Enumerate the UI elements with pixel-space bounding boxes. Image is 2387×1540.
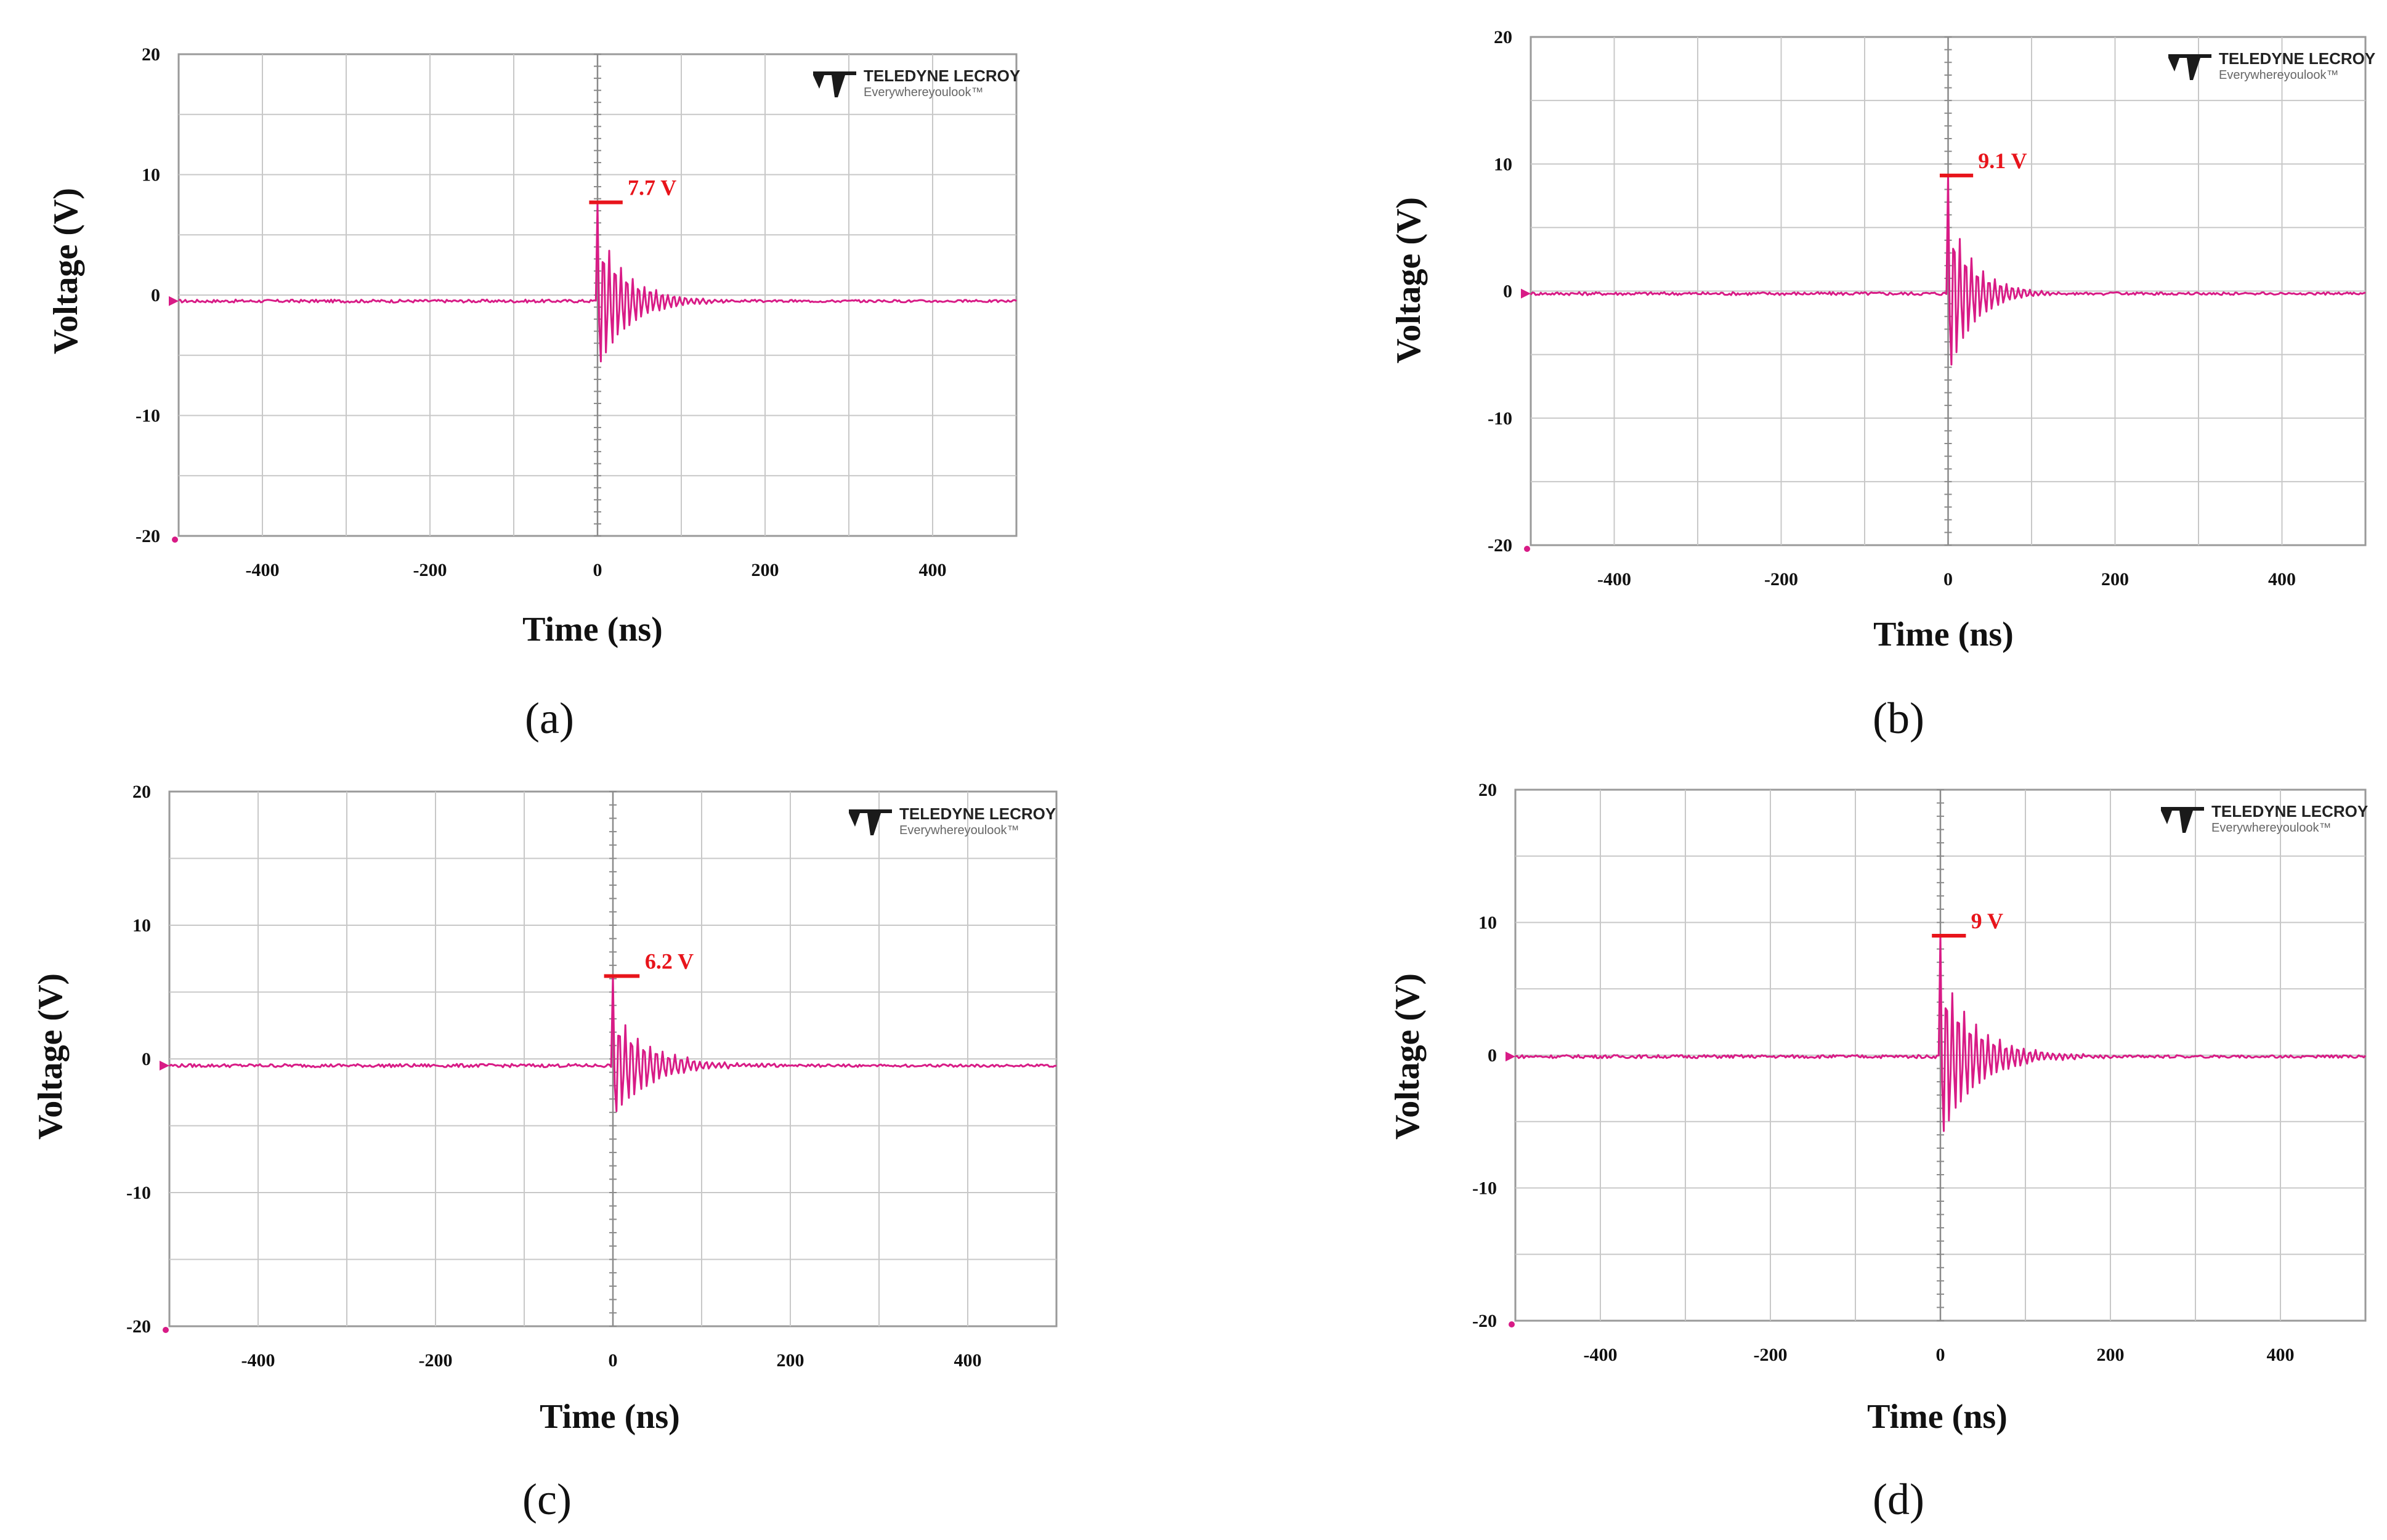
panel-label: (a) [525, 694, 574, 743]
x-tick-label: -200 [419, 1350, 453, 1371]
x-tick-label: 200 [777, 1350, 804, 1371]
panel-label: (d) [1873, 1475, 1924, 1524]
x-tick-label: 0 [1936, 1345, 1945, 1365]
peak-marker-b: 9.1 V [1939, 148, 2027, 177]
y-tick-label: -10 [126, 1183, 151, 1203]
x-tick-label: 200 [2101, 569, 2129, 590]
panel-a: -400 -200 0 200 400 20 10 0 -10 -20 7.7 V TELEDYN… [47, 44, 1020, 743]
peak-value-label: 6.2 V [645, 949, 694, 973]
y-tick-label: 0 [151, 285, 160, 306]
x-axis-label: Time (ns) [1867, 1398, 2008, 1436]
peak-value-label: 9 V [1971, 909, 2003, 933]
lecroy-logo-b: TELEDYNE LECROY Everywhereyoulook™ [2168, 49, 2375, 82]
y-tick-label: 10 [142, 165, 160, 185]
x-tick-label: -200 [1764, 569, 1798, 590]
x-tick-label: -200 [1754, 1345, 1788, 1365]
peak-marker-c: 6.2 V [604, 949, 694, 978]
logo-text: TELEDYNE LECROY [2211, 802, 2368, 821]
lecroy-logo-icon [813, 71, 856, 97]
y-tick-label: -20 [1488, 535, 1512, 556]
lecroy-logo-d: TELEDYNE LECROY Everywhereyoulook™ [2161, 802, 2368, 835]
lecroy-logo-icon [2168, 54, 2211, 80]
x-axis-label: Time (ns) [540, 1398, 680, 1436]
x-tick-label: 0 [609, 1350, 618, 1371]
panel-label: (c) [522, 1475, 572, 1524]
logo-text: TELEDYNE LECROY [2219, 49, 2375, 68]
channel-marker-icon [1521, 288, 1531, 299]
y-tick-label: 0 [142, 1049, 151, 1069]
y-tick-label: -10 [136, 406, 160, 426]
panel-c: -400 -200 0 200 400 20 10 0 -10 -20 6.2 V TELEDYN… [31, 782, 1058, 1524]
lecroy-logo-icon [2161, 807, 2204, 833]
trigger-marker-icon [172, 537, 178, 543]
x-tick-label: 400 [2268, 569, 2296, 590]
x-axis-label: Time (ns) [1873, 615, 2014, 654]
channel-marker-icon [1506, 1052, 1515, 1062]
logo-tagline: Everywhereyoulook™ [899, 824, 1019, 837]
lecroy-logo-c: TELEDYNE LECROY Everywhereyoulook™ [849, 804, 1056, 837]
x-tick-label: -200 [413, 560, 447, 580]
channel-marker-icon [160, 1060, 169, 1071]
peak-marker-a: 7.7 V [589, 175, 676, 205]
panel-b: -400 -200 0 200 400 20 10 0 -10 -20 9.1 V TELEDYN… [1390, 27, 2375, 743]
tick-labels-d: -400 -200 0 200 400 20 10 0 -10 -20 [1472, 780, 2295, 1365]
y-tick-label: -20 [126, 1316, 151, 1337]
y-tick-label: -10 [1472, 1178, 1497, 1199]
y-axis-label: Voltage (V) [1388, 973, 1427, 1140]
y-tick-label: 0 [1503, 282, 1512, 302]
x-tick-label: 0 [593, 560, 602, 580]
y-axis-label: Voltage (V) [47, 188, 85, 354]
y-tick-label: 0 [1488, 1045, 1497, 1066]
x-tick-label: 400 [954, 1350, 982, 1371]
logo-tagline: Everywhereyoulook™ [864, 86, 984, 99]
peak-value-label: 7.7 V [628, 175, 676, 200]
y-tick-label: 20 [142, 44, 160, 65]
y-tick-label: -20 [1472, 1311, 1497, 1331]
x-tick-label: 400 [2267, 1345, 2295, 1365]
y-tick-label: 20 [1478, 780, 1497, 800]
logo-tagline: Everywhereyoulook™ [2219, 68, 2339, 82]
y-tick-label: 10 [1478, 913, 1497, 933]
x-tick-label: -400 [1584, 1345, 1618, 1365]
x-tick-label: 200 [752, 560, 779, 580]
grid-a [179, 54, 1016, 537]
grid-b [1531, 36, 2365, 546]
tick-labels-b: -400 -200 0 200 400 20 10 0 -10 -20 [1488, 27, 2296, 590]
peak-marker-d: 9 V [1932, 909, 2003, 938]
y-tick-label: -20 [136, 526, 160, 546]
y-axis-label: Voltage (V) [31, 973, 70, 1140]
y-tick-label: 20 [1494, 27, 1512, 47]
panel-label: (b) [1873, 694, 1924, 743]
logo-text: TELEDYNE LECROY [864, 67, 1020, 85]
logo-text: TELEDYNE LECROY [899, 804, 1056, 823]
x-tick-label: -400 [246, 560, 280, 580]
y-axis-label: Voltage (V) [1390, 197, 1428, 363]
tick-labels-c: -400 -200 0 200 400 20 10 0 -10 -20 [126, 782, 982, 1371]
y-tick-label: 20 [132, 782, 151, 802]
trigger-marker-icon [1509, 1321, 1515, 1327]
channel-marker-icon [169, 296, 179, 306]
lecroy-logo-a: TELEDYNE LECROY Everywhereyoulook™ [813, 67, 1020, 99]
x-tick-label: 0 [1943, 569, 1953, 590]
x-tick-label: 200 [2097, 1345, 2125, 1365]
lecroy-logo-icon [849, 809, 892, 835]
panel-d: -400 -200 0 200 400 20 10 0 -10 -20 9 V TELEDYNE … [1388, 780, 2368, 1524]
trigger-marker-icon [1524, 546, 1530, 552]
x-tick-label: 400 [919, 560, 947, 580]
y-tick-label: 10 [132, 915, 151, 936]
x-tick-label: -400 [241, 1350, 275, 1371]
peak-value-label: 9.1 V [1978, 148, 2027, 173]
tick-labels-a: -400 -200 0 200 400 20 10 0 -10 -20 [136, 44, 947, 580]
trigger-marker-icon [163, 1327, 169, 1333]
logo-tagline: Everywhereyoulook™ [2211, 821, 2332, 835]
y-tick-label: -10 [1488, 408, 1512, 429]
x-axis-label: Time (ns) [522, 610, 663, 649]
x-tick-label: -400 [1597, 569, 1631, 590]
y-tick-label: 10 [1494, 154, 1512, 174]
